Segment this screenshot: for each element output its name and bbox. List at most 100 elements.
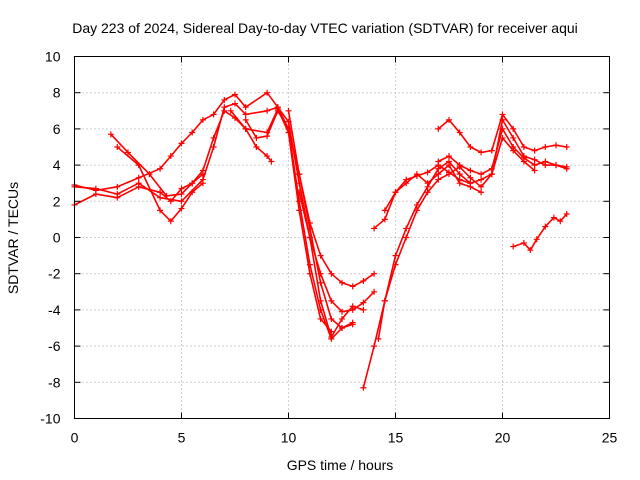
data-point xyxy=(339,308,345,315)
data-point xyxy=(446,162,452,169)
data-point xyxy=(328,315,335,322)
data-point xyxy=(435,171,442,178)
data-point xyxy=(253,134,260,141)
data-point xyxy=(328,270,335,277)
series-track-9 xyxy=(296,189,378,315)
data-point xyxy=(557,218,564,225)
data-point xyxy=(520,144,527,150)
data-point xyxy=(563,144,570,150)
series-line xyxy=(110,133,204,197)
data-point xyxy=(520,154,527,161)
series-track-13 xyxy=(381,162,474,214)
data-point xyxy=(542,158,549,165)
data-point xyxy=(232,91,238,98)
data-point xyxy=(467,167,474,174)
data-point xyxy=(221,107,228,114)
data-point xyxy=(317,270,324,277)
y-tick-label: -6 xyxy=(48,338,61,354)
data-point xyxy=(520,239,527,246)
series-line xyxy=(512,213,568,251)
series-track-7 xyxy=(242,107,356,331)
data-point xyxy=(360,384,367,391)
data-point xyxy=(178,140,185,147)
data-point xyxy=(227,107,234,114)
data-point xyxy=(114,194,121,201)
data-series xyxy=(71,89,570,391)
data-point xyxy=(157,165,164,172)
data-point xyxy=(510,134,517,141)
data-point xyxy=(424,169,431,176)
data-point xyxy=(306,234,313,241)
x-tick-label: 20 xyxy=(495,430,511,446)
series-track-10 xyxy=(360,116,570,391)
data-point xyxy=(285,107,292,114)
series-track-11 xyxy=(375,134,538,342)
series-track-4 xyxy=(107,131,206,199)
axis-ticks: 0 5 10 15 20 25 -10 -8 -6 -4 -2 0 2 4 6 8 10 xyxy=(40,49,617,446)
data-point xyxy=(210,144,217,150)
series-track-8 xyxy=(285,107,378,290)
data-point xyxy=(360,306,367,313)
data-point xyxy=(375,335,382,342)
data-point xyxy=(242,116,249,123)
x-tick-label: 0 xyxy=(71,430,79,446)
data-point xyxy=(553,162,559,169)
series-track-3 xyxy=(71,105,335,335)
data-point xyxy=(92,191,99,198)
y-tick-label: -10 xyxy=(40,411,60,427)
data-point xyxy=(413,201,420,208)
data-point xyxy=(510,243,517,250)
y-tick-label: 4 xyxy=(53,157,61,173)
series-track-2 xyxy=(71,89,356,342)
data-point xyxy=(189,180,196,187)
series-line xyxy=(73,91,354,340)
data-point xyxy=(435,158,442,165)
series-track-6 xyxy=(227,107,275,165)
data-point xyxy=(360,299,367,306)
data-point xyxy=(527,247,534,254)
data-point xyxy=(478,176,485,183)
series-line xyxy=(73,108,333,333)
data-point xyxy=(125,149,131,156)
y-tick-label: 8 xyxy=(53,85,61,101)
data-point xyxy=(435,125,442,132)
data-point xyxy=(488,171,495,178)
data-point xyxy=(478,149,485,156)
data-point xyxy=(510,144,517,150)
data-point xyxy=(328,328,335,335)
data-point xyxy=(531,147,538,154)
data-point xyxy=(499,125,506,132)
y-tick-label: 2 xyxy=(53,193,61,209)
data-point xyxy=(531,162,538,169)
data-point xyxy=(296,207,303,214)
data-point xyxy=(499,111,506,118)
data-point xyxy=(424,180,431,187)
data-point xyxy=(403,225,410,232)
data-point xyxy=(317,279,324,286)
data-point xyxy=(446,116,452,123)
data-point xyxy=(381,216,388,223)
data-point xyxy=(349,306,356,313)
y-tick-label: -4 xyxy=(48,302,61,318)
data-point xyxy=(371,343,378,350)
data-point xyxy=(371,270,378,277)
data-point xyxy=(221,96,228,103)
data-point xyxy=(349,319,356,326)
data-point xyxy=(296,189,303,196)
series-track-12 xyxy=(371,162,485,232)
data-point xyxy=(274,107,281,114)
y-tick-label: 6 xyxy=(53,121,61,137)
data-point xyxy=(135,174,142,181)
data-point xyxy=(510,125,517,132)
data-point xyxy=(114,183,121,190)
y-axis-label: SDTVAR / TECUs xyxy=(5,182,21,294)
data-point xyxy=(242,104,249,111)
data-point xyxy=(306,220,313,227)
data-point xyxy=(199,180,206,187)
data-point xyxy=(531,167,538,174)
data-point xyxy=(446,153,452,160)
data-point xyxy=(467,144,474,150)
series-track-14 xyxy=(435,111,570,156)
data-point xyxy=(413,207,420,214)
